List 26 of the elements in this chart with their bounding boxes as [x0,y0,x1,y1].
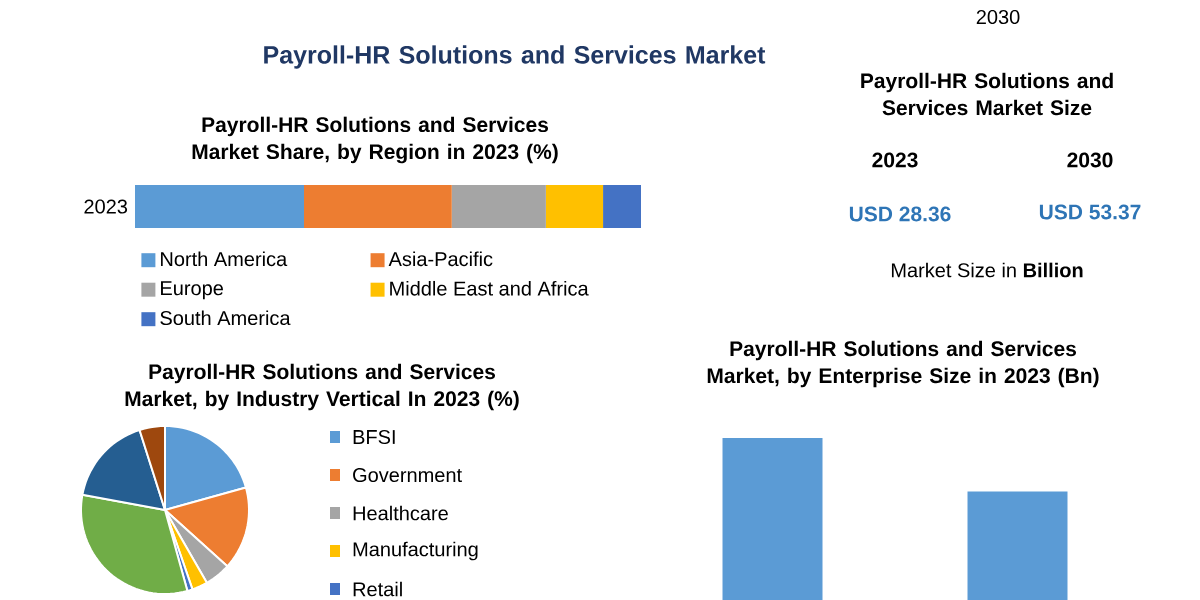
text: 2030 [976,9,1020,25]
text: Payroll-HR Solutions and Services Market [264,45,766,69]
legend-label: Government [353,467,462,483]
legend-label: Asia-Pacific [388,251,493,267]
legend-label: Retail [353,581,402,597]
text: Payroll-HR Solutions and Services Market Size [861,72,1113,116]
legend-label: North America [161,251,288,267]
text: 2030 [1067,152,1113,168]
chart-title: Payroll-HR Solutions and Services Market, by Enterprise Size in 2023 (Bn) [707,340,1099,388]
bar [545,185,604,229]
bar [304,185,452,229]
text: USD 28.36 [849,206,951,222]
legend-label: South America [160,310,291,326]
legend-label: Europe [161,281,223,300]
chart-title: Payroll-HR Solutions and Services Market, by Industry Vertical In 2023 (%) [125,363,519,411]
bar [603,185,641,229]
legend-label: Middle East and Africa [390,280,589,296]
text: Market Size in Billion [891,262,1083,278]
legend-label: Manufacturing [353,541,478,561]
chart-title: Payroll-HR Solutions and Services Market Share, by Region in 2023 (%) [192,116,558,164]
bar [451,185,546,229]
legend-label: BFSI [353,429,395,445]
bar [135,185,304,229]
legend-label: Healthcare [353,505,448,521]
text: 2023 [872,152,918,168]
text: USD 53.37 [1039,204,1141,220]
